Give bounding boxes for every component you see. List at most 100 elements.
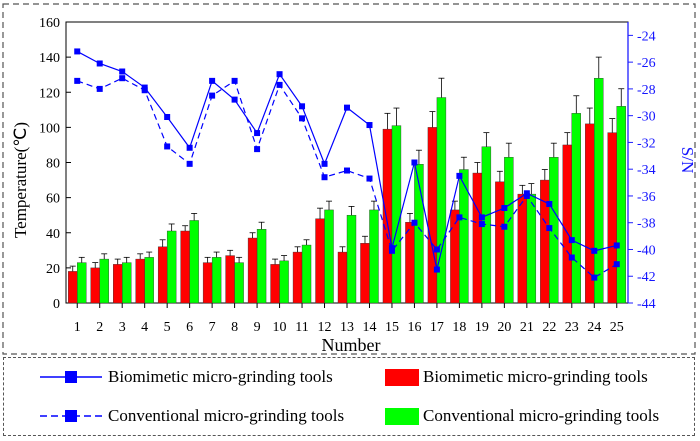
- x-tick-label: 17: [430, 320, 444, 335]
- x-tick-label: 19: [475, 320, 489, 335]
- bar-conv: [346, 214, 357, 304]
- bar-bio: [113, 264, 123, 304]
- bar-conv: [189, 220, 199, 304]
- sn-point-bio: [299, 103, 306, 110]
- x-tick-label: 21: [520, 320, 534, 335]
- legend-item-bio-line: Biomimetic micro-grinding tools: [40, 366, 333, 388]
- y2-tick-label: -28: [637, 83, 656, 98]
- bar-conv: [616, 106, 626, 304]
- sn-point-bio: [591, 247, 598, 254]
- bar-conv: [571, 113, 581, 304]
- sn-point-conv: [276, 81, 283, 88]
- y-tick-label: 140: [39, 51, 60, 66]
- sn-point-conv: [74, 77, 81, 84]
- x-tick-label: 3: [119, 320, 126, 335]
- bar-conv: [594, 77, 604, 304]
- bar-conv: [166, 230, 177, 304]
- sn-point-bio: [164, 114, 171, 121]
- bar-bio: [427, 127, 438, 304]
- bar-bio: [90, 267, 100, 304]
- sn-point-conv: [299, 115, 306, 122]
- y2-tick-label: -24: [637, 29, 656, 44]
- y-tick-label: 40: [46, 227, 60, 242]
- legend-item-conv-line: Conventional micro-grinding tools: [40, 405, 344, 427]
- legend-item-bio-bar: Biomimetic micro-grinding tools: [385, 366, 648, 388]
- bar-bio: [292, 251, 303, 304]
- y2-tick-label: -34: [637, 163, 656, 178]
- sn-point-bio: [344, 104, 350, 111]
- y2-tick-label: -42: [637, 270, 656, 285]
- x-axis-label: Number: [322, 335, 381, 355]
- sn-point-conv: [231, 77, 238, 84]
- y-tick-label: 20: [46, 262, 60, 277]
- legend-line-solid-icon: [40, 371, 102, 383]
- bar-bio: [270, 264, 280, 304]
- plot-layer: 020406080100120140160-44-42-40-38-36-34-…: [39, 16, 656, 335]
- y-tick-label: 60: [46, 192, 60, 207]
- x-tick-label: 5: [164, 320, 171, 335]
- bar-conv: [279, 260, 289, 304]
- bar-bio: [315, 218, 325, 304]
- x-tick-label: 20: [497, 320, 511, 335]
- bar-bio: [202, 262, 213, 304]
- bar-bio: [68, 271, 78, 304]
- bar-conv: [324, 209, 334, 304]
- sn-point-conv: [119, 75, 126, 82]
- sn-point-bio: [568, 237, 575, 244]
- sn-point-bio: [456, 172, 463, 179]
- sn-point-conv: [186, 160, 193, 167]
- sn-point-conv: [546, 225, 553, 232]
- sn-point-bio: [96, 60, 103, 67]
- legend-line-dashed-icon: [40, 410, 102, 422]
- legend: Biomimetic micro-grinding tools Biomimet…: [3, 357, 695, 436]
- x-tick-label: 23: [565, 320, 579, 335]
- sn-point-bio: [321, 160, 328, 167]
- x-tick-label: 7: [209, 320, 216, 335]
- y2-tick-label: -40: [637, 243, 656, 258]
- legend-label-bio-line: Biomimetic micro-grinding tools: [108, 367, 333, 386]
- bar-bio: [135, 258, 145, 304]
- outer-frame: [2, 3, 696, 355]
- bar-bio: [337, 251, 348, 304]
- y2-tick-label: -26: [637, 56, 656, 71]
- sn-point-conv: [613, 261, 620, 268]
- bar-bio: [360, 243, 370, 304]
- x-tick-label: 12: [318, 320, 332, 335]
- bar-conv: [256, 229, 267, 304]
- sn-point-bio: [613, 242, 620, 249]
- bar-conv: [99, 258, 109, 304]
- bar-bio: [157, 246, 168, 304]
- sn-point-conv: [96, 85, 103, 92]
- bar-conv: [121, 262, 132, 304]
- y-tick-label: 120: [39, 86, 60, 101]
- bar-bio: [382, 128, 393, 304]
- x-tick-label: 13: [340, 320, 354, 335]
- sn-point-conv: [523, 192, 530, 199]
- x-tick-label: 10: [273, 320, 287, 335]
- x-tick-label: 6: [186, 320, 193, 335]
- bar-bio: [247, 237, 258, 304]
- x-tick-label: 1: [74, 320, 81, 335]
- sn-point-conv: [456, 214, 463, 221]
- x-tick-label: 9: [254, 320, 261, 335]
- bar-bio: [225, 255, 235, 304]
- y-tick-label: 80: [46, 157, 60, 172]
- sn-point-bio: [231, 96, 238, 103]
- y-tick-label: 0: [53, 297, 60, 312]
- sn-point-bio: [478, 214, 485, 221]
- y2-axis-label: S/N: [678, 147, 697, 173]
- sn-point-conv: [366, 175, 373, 182]
- bar-conv: [369, 209, 379, 304]
- y-tick-label: 160: [39, 16, 60, 31]
- sn-point-bio: [546, 200, 553, 207]
- bar-conv: [144, 257, 154, 304]
- sn-point-conv: [164, 143, 171, 150]
- x-tick-label: 4: [141, 320, 148, 335]
- sn-point-conv: [388, 247, 395, 254]
- sn-point-conv: [568, 254, 575, 261]
- x-tick-label: 11: [295, 320, 308, 335]
- bar-bio: [472, 172, 483, 304]
- legend-swatch-red: [385, 368, 419, 386]
- sn-point-conv: [344, 167, 350, 174]
- sn-point-conv: [591, 274, 598, 281]
